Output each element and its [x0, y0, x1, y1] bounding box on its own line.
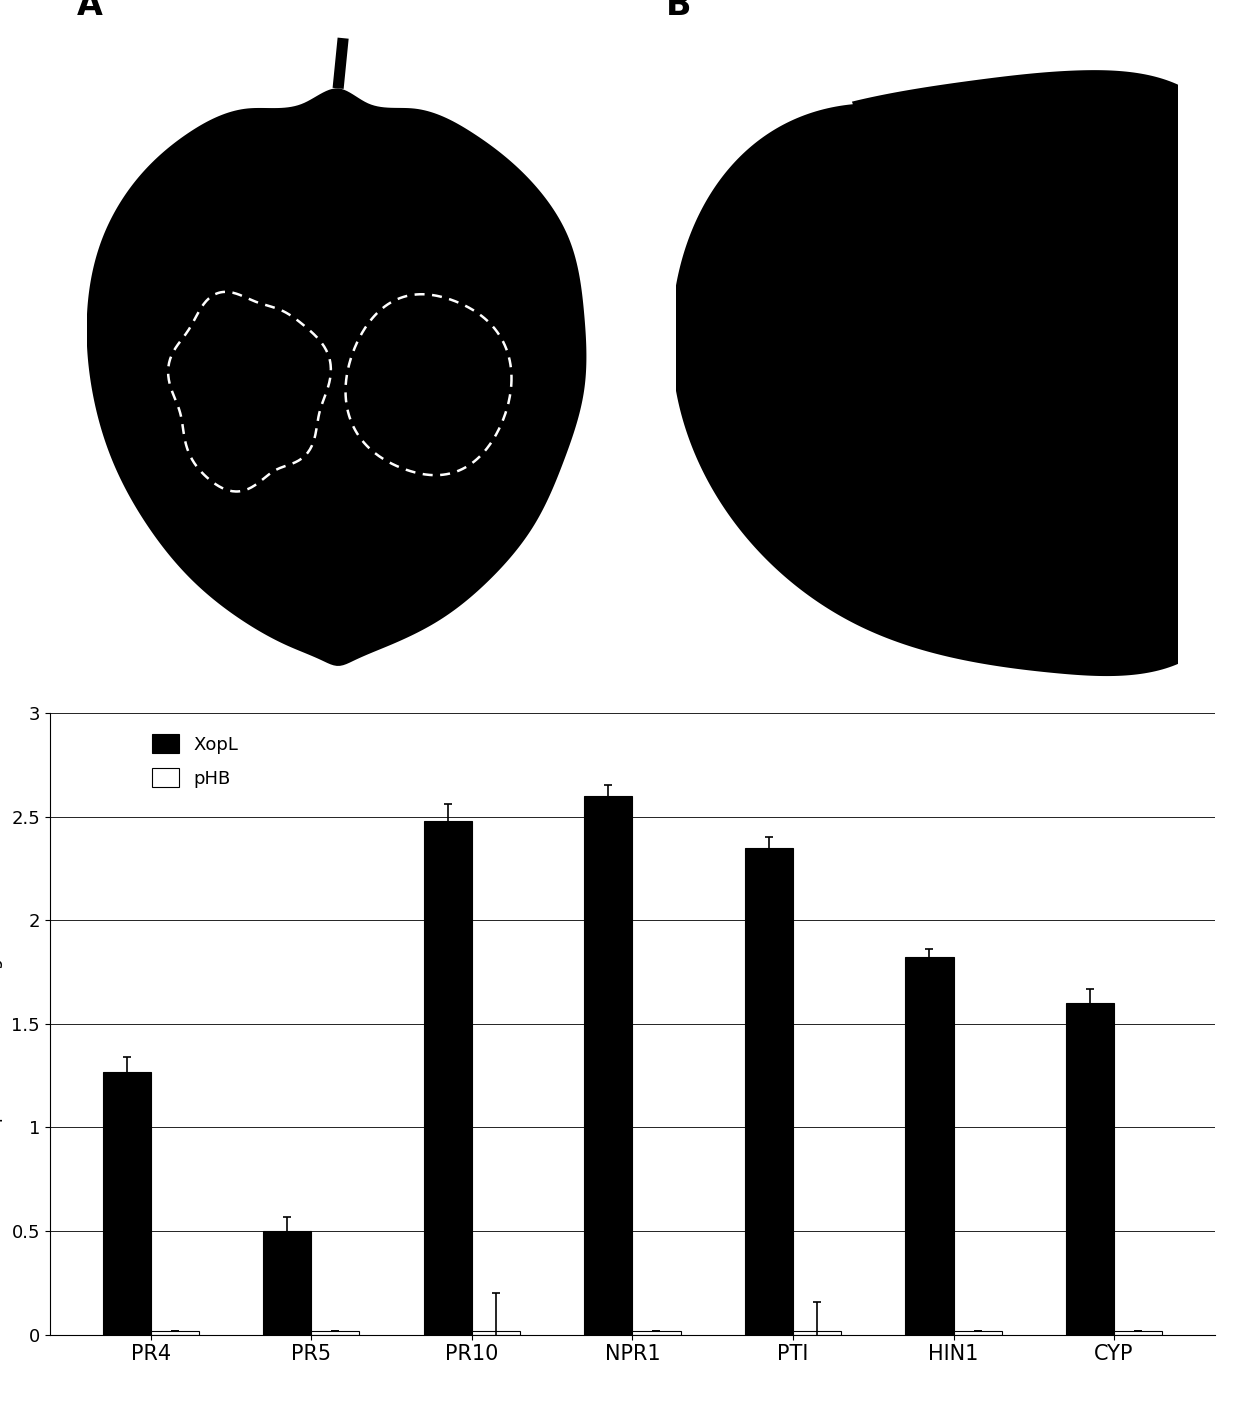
- Bar: [311, 1331, 360, 1335]
- Polygon shape: [87, 89, 587, 666]
- Bar: [263, 1231, 311, 1335]
- Text: B: B: [666, 0, 691, 21]
- Bar: [954, 1331, 1002, 1335]
- Bar: [632, 1331, 681, 1335]
- Bar: [151, 1331, 198, 1335]
- Polygon shape: [671, 70, 1240, 676]
- Legend: XopL, pHB: XopL, pHB: [151, 735, 238, 788]
- Bar: [424, 821, 472, 1335]
- Bar: [1066, 1003, 1114, 1335]
- Text: A: A: [77, 0, 103, 21]
- Bar: [584, 795, 632, 1335]
- Bar: [1114, 1331, 1162, 1335]
- Bar: [745, 847, 792, 1335]
- Bar: [792, 1331, 841, 1335]
- Bar: [905, 957, 954, 1335]
- Bar: [103, 1072, 151, 1335]
- Bar: [472, 1331, 520, 1335]
- Y-axis label: Expression level /log (fold): Expression level /log (fold): [0, 903, 2, 1144]
